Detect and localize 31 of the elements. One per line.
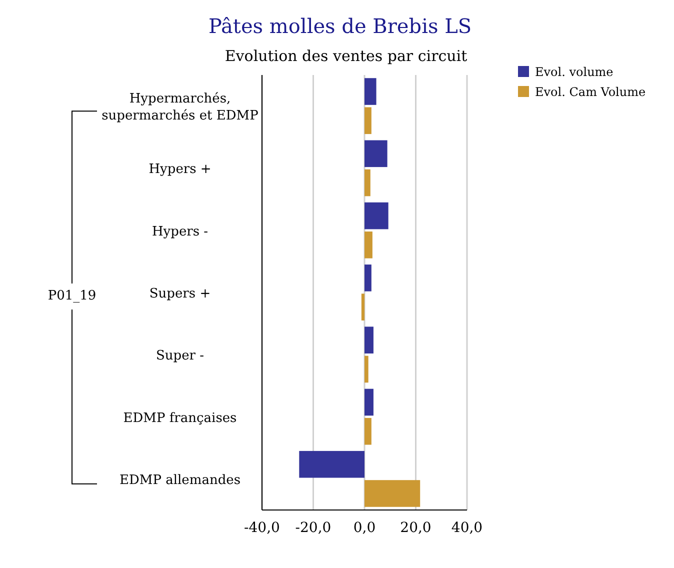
bar — [364, 202, 388, 230]
legend-label: Evol. volume — [535, 65, 614, 79]
y-tick-label: Supers + — [149, 286, 211, 302]
bar — [364, 418, 372, 445]
y-tick-label: Hypers - — [152, 224, 208, 240]
bar — [364, 326, 374, 354]
bar — [364, 140, 388, 168]
y-tick-label: Hypermarchés, supermarchés et EDMP — [102, 92, 259, 124]
text: P01_19 — [48, 288, 96, 304]
bar — [299, 450, 364, 478]
bar — [364, 169, 370, 196]
x-tick-label: 40,0 — [451, 520, 483, 536]
bar — [364, 107, 372, 134]
x-tick-label: 0,0 — [353, 520, 376, 536]
bar — [364, 232, 372, 258]
bar — [361, 294, 364, 320]
bar — [364, 264, 372, 292]
x-tick-label: 20,0 — [400, 520, 432, 536]
y-tick-label: Super - — [156, 348, 204, 364]
bar — [364, 356, 368, 383]
x-tick-label: -40,0 — [244, 520, 280, 536]
bar — [364, 78, 376, 105]
x-tick-label: -20,0 — [295, 520, 332, 536]
chart-title: Pâtes molles de Brebis LS — [208, 14, 472, 38]
chart-subtitle: Evolution des ventes par circuit — [224, 47, 468, 65]
bar — [364, 480, 420, 507]
legend-label: Evol. Cam Volume — [535, 85, 646, 99]
y-tick-label: Hypers + — [148, 162, 212, 178]
y-tick-label: EDMP françaises — [123, 410, 237, 426]
y-tick-label: EDMP allemandes — [120, 472, 240, 488]
bar — [364, 388, 374, 416]
